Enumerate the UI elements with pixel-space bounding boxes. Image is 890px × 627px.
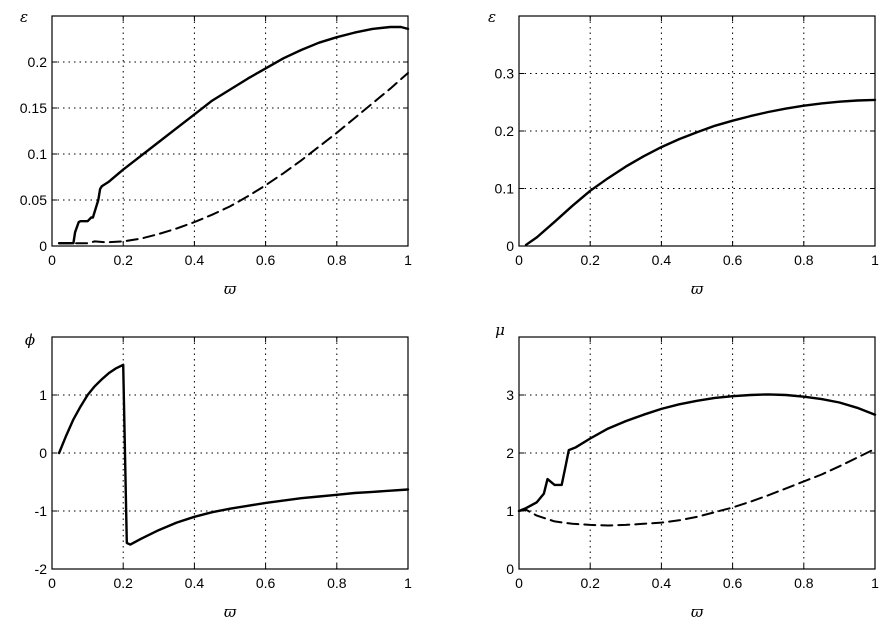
y-tick-label: 0.2 <box>28 54 48 70</box>
x-tick-label: 0 <box>515 252 523 268</box>
y-tick-label: 1 <box>39 387 47 403</box>
x-tick-label: 0.4 <box>652 252 672 268</box>
y-tick-label: 0.15 <box>20 100 47 116</box>
y-axis-label: ε <box>488 8 496 26</box>
x-tick-label: 0.6 <box>723 252 743 268</box>
x-tick-label: 0.4 <box>185 252 205 268</box>
y-tick-label: 1 <box>506 503 514 519</box>
x-axis-label: ϖ <box>691 280 704 298</box>
series-line-solid <box>524 98 877 247</box>
x-tick-label: 1 <box>404 575 412 591</box>
y-tick-label: 0.3 <box>495 66 515 82</box>
subplot-eps-right: 0 0.2 0.4 0.6 0.8 1 0 0.1 0.2 0.3 ϖ ε <box>488 8 879 298</box>
series-line-dashed <box>58 72 409 245</box>
series-line-solid <box>57 363 410 546</box>
subplot-mu: 0 0.2 0.4 0.6 0.8 1 0 1 2 3 ϖ μ <box>495 321 879 621</box>
y-tick-label: -1 <box>35 503 48 519</box>
y-tick-label: 0.1 <box>28 146 48 162</box>
series-line-dashed <box>518 447 876 527</box>
x-axis-label: ϖ <box>691 603 704 621</box>
y-axis-label: μ <box>495 321 505 339</box>
x-tick-label: 0 <box>515 575 523 591</box>
subplot-phi: 0 0.2 0.4 0.6 0.8 1 -2 -1 0 1 ϖ ϕ <box>25 331 412 621</box>
y-tick-label: 0.1 <box>495 181 515 197</box>
x-tick-label: 1 <box>871 575 879 591</box>
x-tick-label: 1 <box>404 252 412 268</box>
y-tick-label: 0.05 <box>20 192 47 208</box>
x-tick-label: 0.6 <box>256 575 276 591</box>
x-tick-label: 0 <box>48 575 56 591</box>
y-tick-label: 0 <box>39 445 47 461</box>
x-tick-label: 0.8 <box>794 252 814 268</box>
y-tick-label: 3 <box>506 387 514 403</box>
y-axis-label: ε <box>20 8 28 26</box>
x-tick-label: 0.8 <box>327 575 347 591</box>
x-tick-label: 0.8 <box>327 252 347 268</box>
x-tick-label: 0 <box>48 252 56 268</box>
x-tick-label: 0.2 <box>113 252 133 268</box>
x-tick-label: 0.6 <box>723 575 743 591</box>
series-line-solid <box>517 393 877 513</box>
x-tick-label: 1 <box>871 252 879 268</box>
y-tick-label: 2 <box>506 445 514 461</box>
x-tick-label: 0.2 <box>580 575 600 591</box>
x-tick-label: 0.4 <box>185 575 205 591</box>
subplot-eps-left: 0 0.2 0.4 0.6 0.8 1 0 0.05 0.1 0.15 0.2 ϖ ε <box>20 8 412 298</box>
x-axis-label: ϖ <box>224 280 237 298</box>
y-tick-label: 0 <box>506 238 514 254</box>
x-tick-label: 0.2 <box>580 252 600 268</box>
x-tick-label: 0.8 <box>794 575 814 591</box>
x-tick-label: 0.4 <box>652 575 672 591</box>
axes-frame <box>51 15 409 247</box>
x-axis-label: ϖ <box>224 603 237 621</box>
y-tick-label: 0 <box>506 561 514 577</box>
x-tick-label: 0.6 <box>256 252 276 268</box>
x-tick-label: 0.2 <box>113 575 133 591</box>
y-tick-label: 0.2 <box>495 123 515 139</box>
y-axis-label: ϕ <box>25 331 35 349</box>
y-tick-label: -2 <box>35 561 48 577</box>
series-line-solid <box>57 25 410 245</box>
y-tick-label: 0 <box>39 238 47 254</box>
